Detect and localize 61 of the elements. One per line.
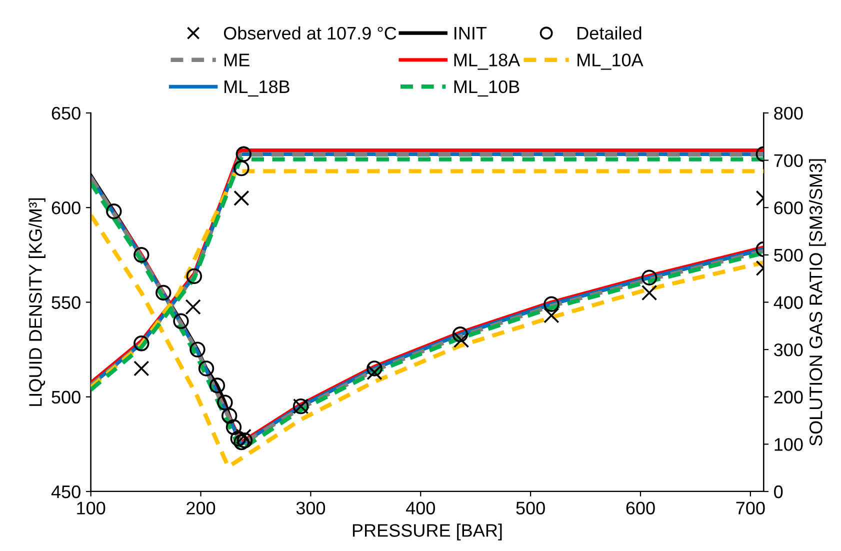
point [234,160,250,176]
x-tick-label: 600 [626,502,655,514]
x-axis-title: PRESSURE [BAR] [352,524,502,540]
point [217,394,233,410]
point [173,313,189,329]
point [641,284,658,301]
legend-label: ML_10B [454,80,520,97]
x-tick-label: 700 [736,502,765,514]
point [209,378,226,394]
y2-axis-title: SOLUTION GAS RATIO [SM3/SM3] [809,159,826,446]
line-series [90,213,764,469]
point [198,360,214,376]
point [366,360,382,376]
y-tick-label: 650 [52,106,80,120]
y2-tick-label: 600 [774,202,803,214]
point [134,247,150,263]
y2-tick-label: 800 [774,106,803,120]
point [106,204,122,220]
legend-label: INIT [454,27,487,40]
y2-tick-label: 700 [774,154,803,167]
y-tick-label: 550 [52,296,80,309]
point [544,296,560,312]
legend-label: ML_18A [454,54,520,70]
y2-tick-label: 300 [774,343,803,356]
point [453,332,470,348]
legend-label: ML_10A [578,54,644,70]
y2-tick-label: 100 [774,438,803,451]
point [366,364,382,380]
x-tick-label: 200 [186,502,216,514]
point [544,308,560,324]
x-tick-label: 300 [296,502,326,514]
y2-tick-label: 200 [774,390,803,404]
x-tick-label: 400 [406,502,435,514]
y-axis-title: LIQUID DENSITY [KG/M³] [28,198,46,406]
point [156,284,172,301]
point [226,419,242,435]
point [134,336,150,352]
y2-tick-label: 0 [774,485,783,498]
y-tick-label: 500 [52,390,80,404]
legend-label: Detailed [578,26,642,40]
point [452,326,468,342]
point [230,430,246,446]
legend-label: ML_18B [224,80,290,97]
y-tick-label: 450 [51,485,80,498]
y2-tick-label: 500 [774,248,803,262]
legend-label: Observed at 107.9 °C [224,26,396,40]
point [236,432,253,448]
point [186,268,202,284]
y-tick-label: 600 [52,202,80,214]
point [234,434,250,450]
legend-label: ME [224,54,250,66]
x-tick-label: 500 [516,502,545,514]
y2-tick-label: 400 [774,296,803,309]
point [236,146,252,162]
x-tick-label: 100 [77,502,106,514]
point [641,270,658,286]
point [234,190,250,206]
point [221,408,238,424]
point [185,299,201,315]
point [134,360,150,376]
point [190,342,206,358]
